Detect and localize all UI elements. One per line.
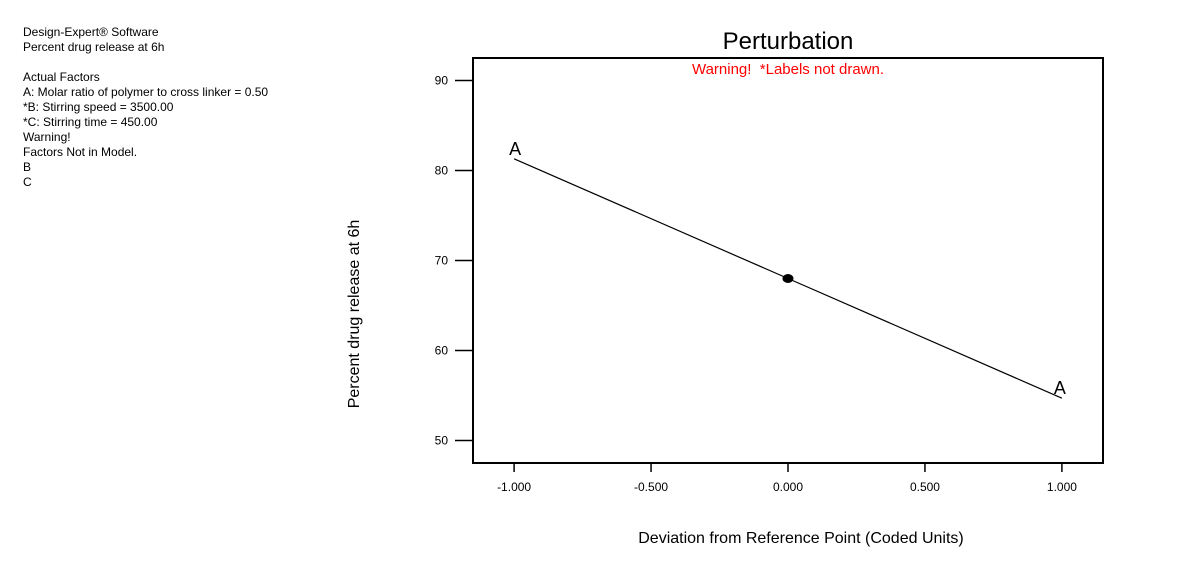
plot-border	[472, 57, 1104, 464]
y-tick-label: 60	[435, 344, 449, 358]
y-axis-title: Percent drug release at 6h	[346, 219, 363, 409]
y-tick-label: 90	[435, 74, 449, 88]
reference-point	[782, 274, 794, 283]
x-tick-label: -0.500	[634, 480, 668, 494]
info-line: Design-Expert® Software	[23, 25, 159, 39]
info-line: *B: Stirring speed = 3500.00	[23, 100, 174, 114]
info-line: Factors Not in Model.	[23, 145, 138, 159]
legend-info-panel: Design-Expert® Software Percent drug rele…	[23, 25, 268, 190]
y-tick-label: 70	[435, 254, 449, 268]
info-line: Actual Factors	[23, 70, 100, 84]
x-tick-label: 0.500	[910, 480, 940, 494]
info-line: Percent drug release at 6h	[23, 40, 165, 54]
info-line: C	[23, 175, 32, 189]
factor-label-a-left: A	[509, 139, 521, 159]
x-tick-label: 1.000	[1047, 480, 1077, 494]
factor-label-a-right: A	[1054, 378, 1066, 398]
x-tick-label: 0.000	[773, 480, 803, 494]
y-tick-label: 50	[435, 434, 449, 448]
info-line: *C: Stirring time = 450.00	[23, 115, 158, 129]
chart-title: Perturbation	[722, 28, 854, 55]
info-line: A: Molar ratio of polymer to cross linke…	[23, 85, 269, 99]
x-axis-title: Deviation from Reference Point (Coded Un…	[638, 530, 964, 547]
info-line: Warning!	[23, 130, 71, 144]
info-line: B	[23, 160, 32, 174]
plot-warning-text: Warning! *Labels not drawn.	[691, 61, 885, 78]
x-tick-label: -1.000	[497, 480, 531, 494]
y-tick-label: 80	[435, 164, 449, 178]
